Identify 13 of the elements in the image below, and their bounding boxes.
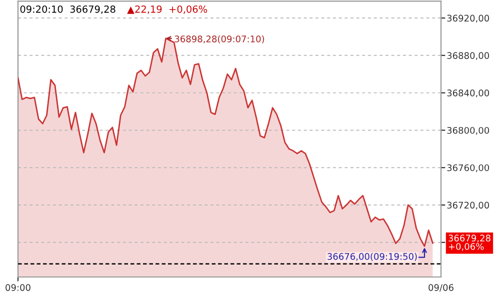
x-tick-label: 09:00 (6, 284, 30, 291)
y-tick-label: 36920,00 (447, 14, 490, 22)
text: 36679,28 +0,06% (448, 234, 490, 251)
y-tick-label: 36800,00 (447, 126, 490, 135)
chart-subtitle: ▲22,19 +0,06% (127, 5, 208, 14)
annotation: 36898,28(09:07:10) (174, 35, 264, 44)
chart-title: 09:20:10 36679,28 (20, 5, 116, 14)
y-tick-label: 36760,00 (447, 164, 490, 172)
y-tick-label: 36720,00 (447, 202, 490, 210)
y-tick-label: 36880,00 (447, 52, 490, 60)
y-tick-label: 36840,00 (447, 90, 490, 98)
annotation: 36676,00(09:19:50) (328, 252, 417, 261)
text: 09/06 (428, 284, 454, 292)
